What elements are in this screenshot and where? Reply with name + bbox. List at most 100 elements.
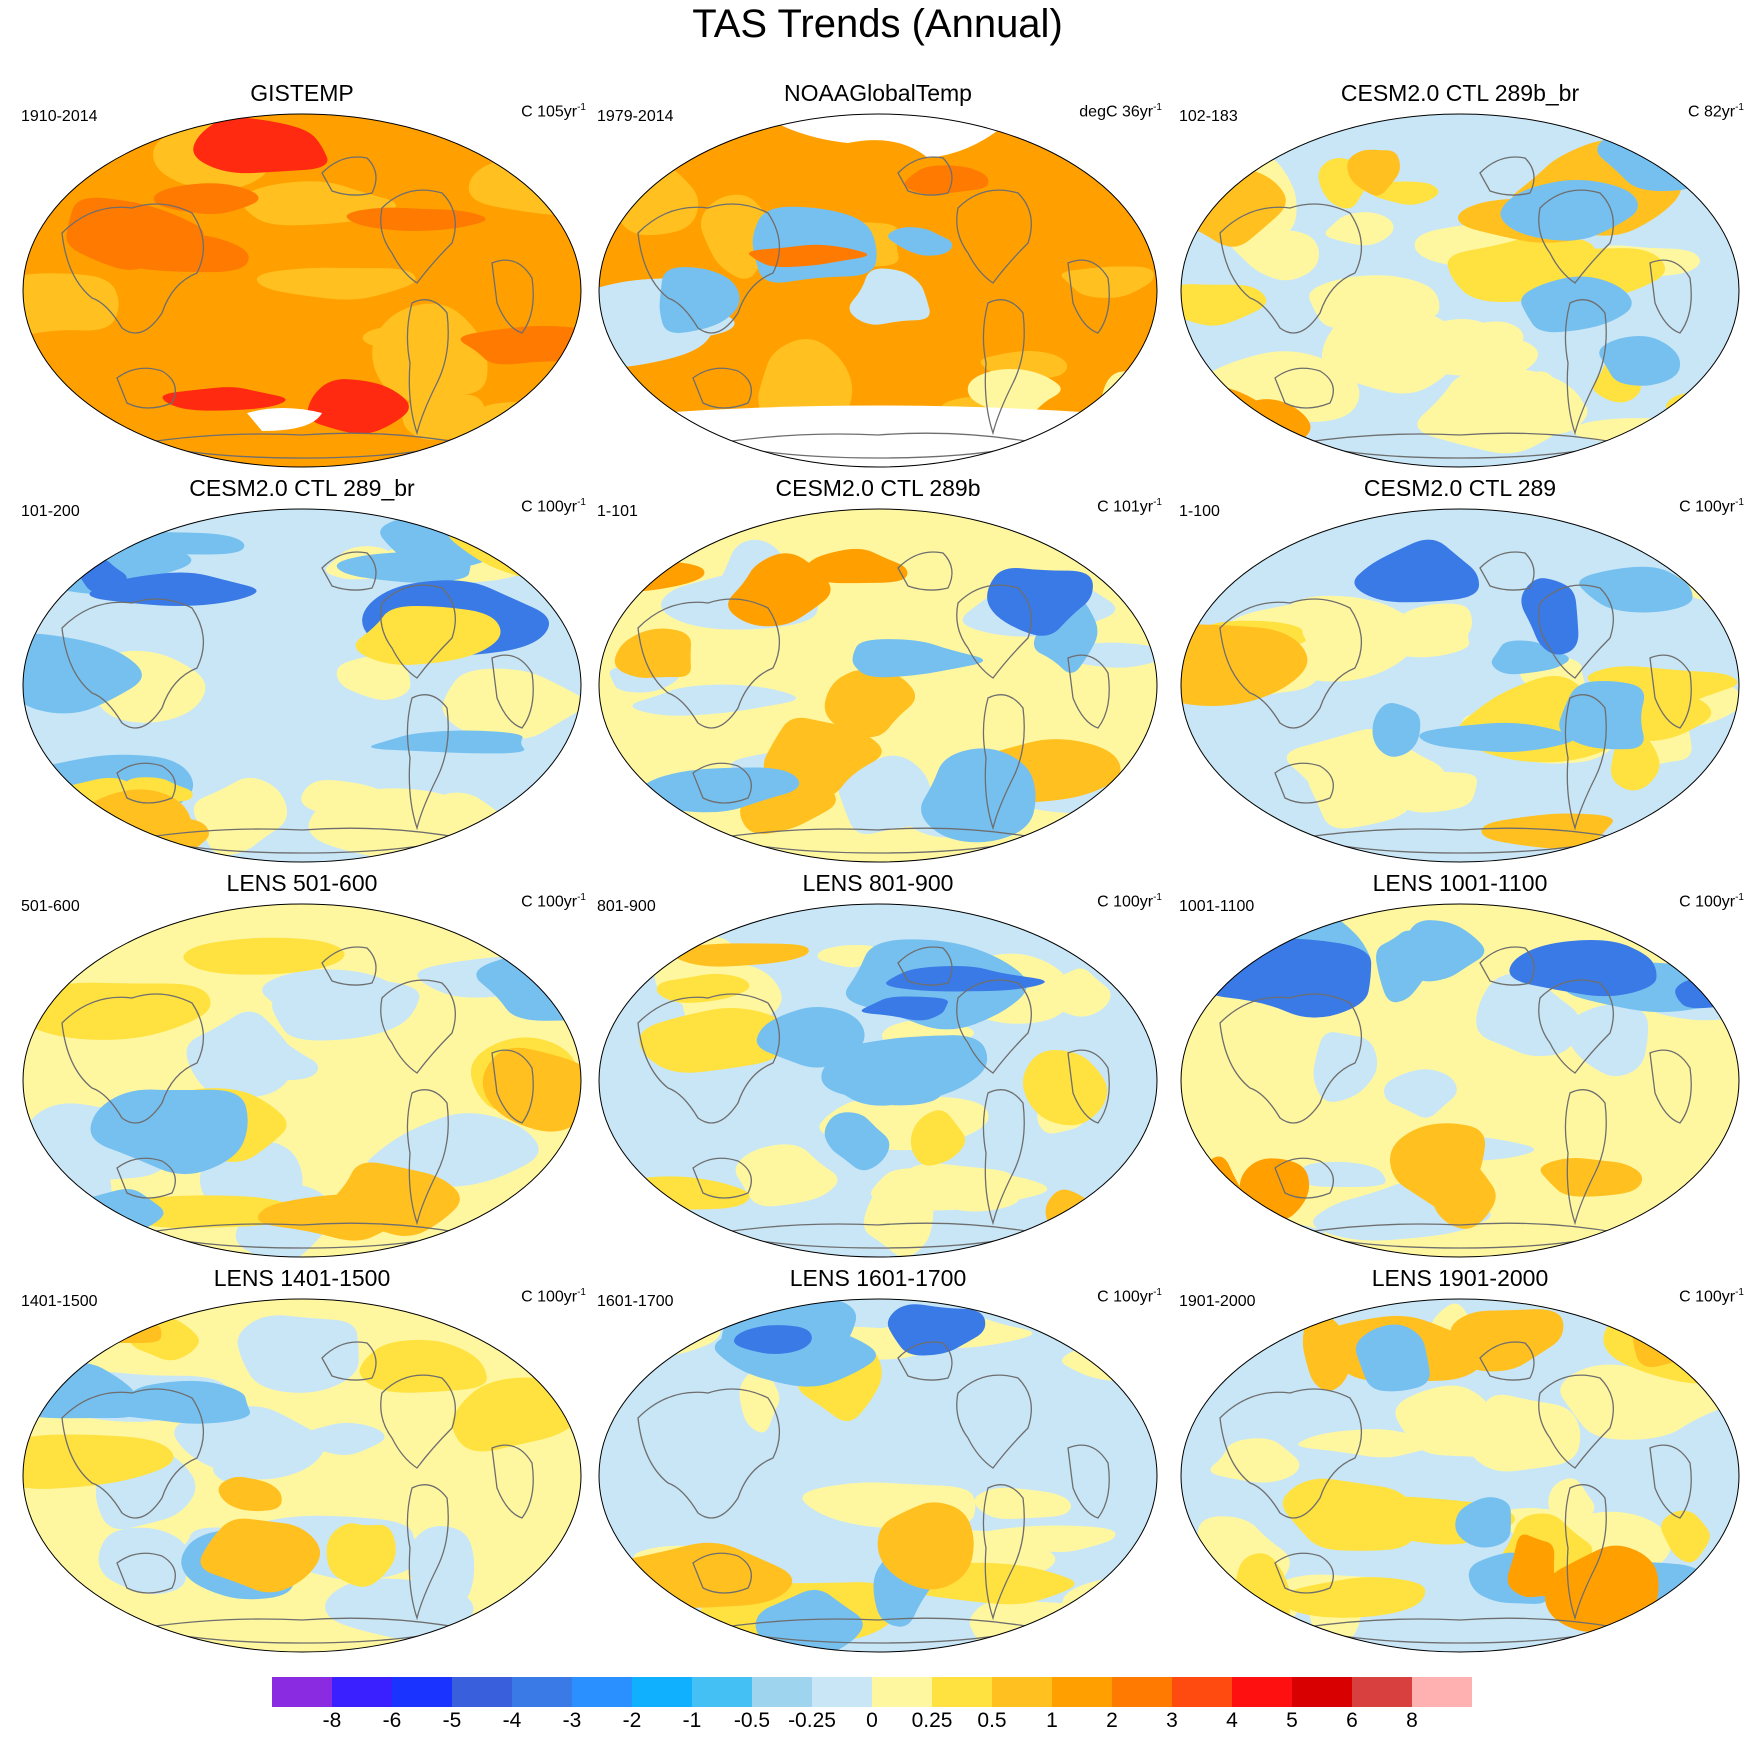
colorbar-swatch bbox=[632, 1677, 692, 1707]
colorbar-swatch bbox=[272, 1677, 332, 1707]
trend-map bbox=[22, 508, 582, 863]
trend-contour-region bbox=[355, 605, 501, 665]
trend-contour-region bbox=[632, 684, 796, 716]
coastline bbox=[491, 654, 534, 729]
coastline bbox=[1564, 299, 1607, 436]
trend-contour-region bbox=[1673, 914, 1739, 963]
trend-contour-region bbox=[971, 1525, 1116, 1553]
trend-contour-region bbox=[1354, 539, 1480, 603]
colorbar-tick-label: 3 bbox=[1166, 1709, 1178, 1732]
trend-contour-region bbox=[1559, 681, 1645, 750]
map-border bbox=[598, 903, 1158, 1258]
trend-contour-region bbox=[987, 567, 1093, 636]
map-panel: LENS 1901-2000 1901-2000 C 100yr-1 bbox=[1170, 1265, 1750, 1660]
colorbar-swatch bbox=[992, 1677, 1052, 1707]
trend-contour-region bbox=[805, 548, 908, 584]
trend-contour-region bbox=[89, 572, 257, 607]
coastline bbox=[1649, 1444, 1692, 1519]
coastline bbox=[406, 299, 449, 436]
trend-map bbox=[22, 1298, 582, 1653]
map-panel: CESM2.0 CTL 289b 1-101 C 101yr-1 bbox=[588, 475, 1168, 870]
trend-contour-region bbox=[1395, 1385, 1505, 1458]
colorbar-tick-label: 4 bbox=[1226, 1709, 1238, 1732]
colorbar-tick-label: 5 bbox=[1286, 1709, 1298, 1732]
panel-title: CESM2.0 CTL 289 bbox=[1363, 475, 1557, 501]
trend-contour-region bbox=[1308, 748, 1417, 829]
coastline bbox=[982, 1089, 1025, 1226]
coastline bbox=[1538, 584, 1614, 679]
trend-contour-region bbox=[735, 1144, 838, 1207]
trend-contour-region bbox=[1281, 1577, 1426, 1618]
panel-title: NOAAGlobalTemp bbox=[784, 80, 972, 106]
trend-contour-region bbox=[218, 1476, 282, 1512]
trend-contour-region bbox=[216, 1040, 319, 1086]
trend-contour-region bbox=[852, 639, 984, 678]
coastline bbox=[982, 1484, 1025, 1621]
trend-contour-region bbox=[1450, 1309, 1564, 1372]
missing-data-region bbox=[247, 408, 322, 431]
units-label: C 82yr-1 bbox=[1687, 102, 1744, 121]
units-label: C 100yr-1 bbox=[1679, 892, 1744, 911]
colorbar-tick-label: 0 bbox=[866, 1709, 878, 1732]
colorbar-tick-label: -1 bbox=[682, 1709, 702, 1732]
trend-contour-region bbox=[1101, 371, 1149, 457]
trend-contour-region bbox=[728, 553, 831, 627]
panel-title: CESM2.0 CTL 289b bbox=[775, 475, 981, 501]
colorbar-tick-label: -5 bbox=[442, 1709, 462, 1732]
trend-contour-region bbox=[256, 267, 416, 300]
coastline bbox=[956, 1374, 1032, 1469]
coastline bbox=[1538, 1374, 1614, 1469]
colorbar-tick-label: 2 bbox=[1106, 1709, 1118, 1732]
coastline bbox=[380, 979, 456, 1074]
units-label: C 100yr-1 bbox=[521, 1287, 586, 1306]
coastline bbox=[116, 762, 176, 804]
coastline bbox=[1274, 762, 1334, 804]
coastline bbox=[380, 584, 456, 679]
coastline bbox=[692, 762, 752, 804]
trend-map bbox=[598, 113, 1158, 468]
trend-map bbox=[1180, 508, 1740, 863]
trend-contour-region bbox=[614, 628, 692, 678]
trend-contour-region bbox=[861, 996, 949, 1021]
trend-contour-region bbox=[402, 393, 486, 441]
colorbar-tick-label: -4 bbox=[502, 1709, 522, 1732]
map-panel: LENS 1401-1500 1401-1500 C 100yr-1 bbox=[12, 1265, 592, 1660]
trend-contour-region bbox=[162, 387, 286, 411]
trend-contour-region bbox=[98, 1527, 188, 1595]
trend-map bbox=[1180, 113, 1740, 468]
coastline bbox=[637, 1388, 781, 1519]
coastline bbox=[692, 1552, 752, 1594]
coastline bbox=[982, 299, 1025, 436]
trend-contour-region bbox=[23, 1434, 174, 1489]
coastline bbox=[897, 1341, 953, 1381]
figure-title: TAS Trends (Annual) bbox=[692, 2, 1063, 46]
colorbar-swatch bbox=[1232, 1677, 1292, 1707]
coastline bbox=[1538, 189, 1614, 284]
trend-contour-region bbox=[183, 937, 345, 975]
coastline bbox=[321, 946, 377, 986]
coastline bbox=[637, 203, 781, 334]
trend-contour-region bbox=[1500, 180, 1638, 241]
coastline bbox=[637, 598, 781, 729]
units-label: C 101yr-1 bbox=[1097, 497, 1162, 516]
coastline bbox=[1479, 946, 1535, 986]
trend-contour-region bbox=[1383, 1069, 1457, 1118]
panel-title: CESM2.0 CTL 289_br bbox=[189, 475, 415, 501]
trend-contour-region bbox=[1481, 813, 1613, 849]
panel-title: LENS 1901-2000 bbox=[1371, 1265, 1549, 1291]
trend-contour-region bbox=[871, 1168, 1048, 1211]
colorbar-tick-label: -3 bbox=[562, 1709, 582, 1732]
trend-contour-region bbox=[1661, 1510, 1710, 1563]
trend-contour-region bbox=[824, 669, 916, 738]
trend-contour-region bbox=[1325, 212, 1394, 246]
map-border bbox=[22, 113, 582, 468]
trend-contour-region bbox=[514, 140, 581, 186]
coastline bbox=[61, 203, 205, 334]
colorbar-swatch bbox=[1352, 1677, 1412, 1707]
coastline bbox=[1067, 1049, 1110, 1124]
trend-map bbox=[598, 1298, 1158, 1653]
period-label: 801-900 bbox=[597, 898, 656, 915]
trend-contour-region bbox=[1665, 392, 1724, 426]
trend-map bbox=[598, 508, 1158, 863]
trend-contour-region bbox=[1210, 1438, 1300, 1483]
